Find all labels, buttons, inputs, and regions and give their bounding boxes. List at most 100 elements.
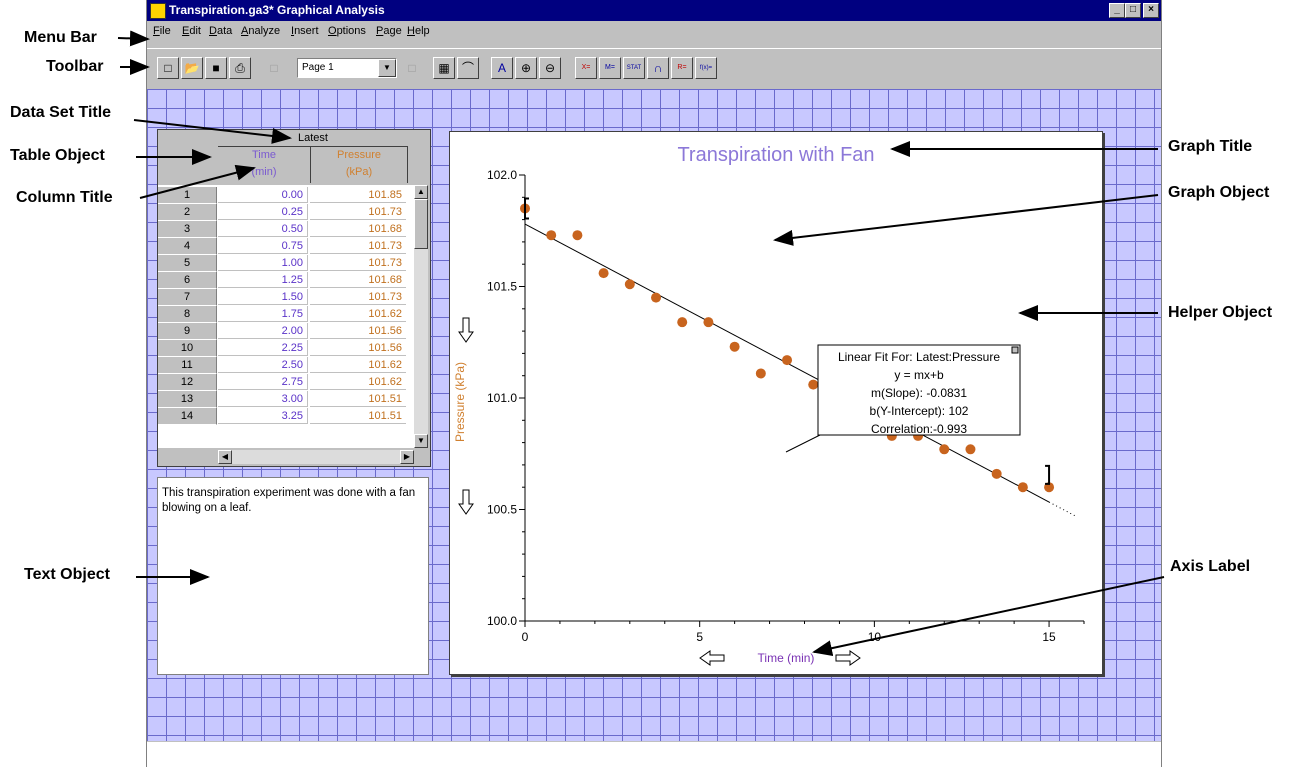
table-row[interactable]: 10 2.25 101.56 bbox=[158, 340, 414, 357]
status-bar bbox=[147, 741, 1161, 768]
data-point bbox=[939, 444, 950, 455]
vertical-scrollbar[interactable]: ▲ ▼ bbox=[414, 185, 428, 448]
minimize-button[interactable]: _ bbox=[1109, 3, 1125, 18]
menu-edit[interactable]: Edit bbox=[182, 25, 201, 37]
cell-time[interactable]: 2.75 bbox=[218, 374, 308, 390]
menu-file[interactable]: File bbox=[153, 25, 171, 37]
column-title-pressure[interactable]: Pressure (kPa) bbox=[311, 147, 408, 183]
data-set-title[interactable]: Latest bbox=[218, 130, 408, 147]
zoom-in-icon[interactable]: ⊕ bbox=[515, 57, 537, 79]
cell-pressure[interactable]: 101.68 bbox=[310, 272, 406, 288]
examine-icon[interactable]: X= bbox=[575, 57, 597, 79]
scroll-left-icon[interactable]: ◀ bbox=[218, 450, 232, 464]
page-canvas[interactable]: Latest Time (min) Pressure (kPa) 1 0.00 10… bbox=[147, 89, 1161, 741]
integral-icon[interactable]: ∩ bbox=[647, 57, 669, 79]
autoscale-icon[interactable]: A bbox=[491, 57, 513, 79]
prev-page-icon[interactable]: □ bbox=[263, 57, 285, 79]
new-page-icon[interactable]: □ bbox=[157, 57, 179, 79]
zoom-out-icon[interactable]: ⊖ bbox=[539, 57, 561, 79]
cell-time[interactable]: 1.00 bbox=[218, 255, 308, 271]
menu-help[interactable]: Help bbox=[407, 25, 430, 37]
save-disk-icon[interactable]: ■ bbox=[205, 57, 227, 79]
cell-pressure[interactable]: 101.85 bbox=[310, 187, 406, 203]
cell-time[interactable]: 2.50 bbox=[218, 357, 308, 373]
statistics-icon[interactable]: STAT bbox=[623, 57, 645, 79]
annotation-helper-object: Helper Object bbox=[1168, 304, 1273, 321]
horizontal-scrollbar[interactable]: ◀ ▶ bbox=[218, 450, 414, 464]
cell-time[interactable]: 0.75 bbox=[218, 238, 308, 254]
scroll-right-icon[interactable]: ▶ bbox=[400, 450, 414, 464]
menu-data[interactable]: Data bbox=[209, 25, 233, 37]
app-icon bbox=[150, 3, 166, 19]
helper-object bbox=[817, 344, 1021, 436]
graph-svg: Transpiration with Fan 100.0 100.5 101.0 101… bbox=[453, 144, 1085, 666]
cell-pressure[interactable]: 101.73 bbox=[310, 289, 406, 305]
table-row[interactable]: 14 3.25 101.51 bbox=[158, 408, 414, 425]
scroll-up-icon[interactable]: ▲ bbox=[414, 185, 428, 199]
annotation-table-object: Table Object bbox=[10, 147, 105, 164]
cell-pressure[interactable]: 101.62 bbox=[310, 357, 406, 373]
cell-pressure[interactable]: 101.62 bbox=[310, 306, 406, 322]
data-point bbox=[755, 368, 766, 379]
print-icon[interactable]: ⎙ bbox=[229, 57, 251, 79]
y-tick-label: 100.0 bbox=[487, 614, 517, 628]
open-folder-icon[interactable]: 📂 bbox=[181, 57, 203, 79]
cell-pressure[interactable]: 101.62 bbox=[310, 374, 406, 390]
cell-pressure[interactable]: 101.68 bbox=[310, 221, 406, 237]
menu-page[interactable]: Page bbox=[376, 25, 402, 37]
arrow-column-title bbox=[139, 164, 256, 199]
linear-regression-icon[interactable]: R= bbox=[671, 57, 693, 79]
table-row[interactable]: 4 0.75 101.73 bbox=[158, 238, 414, 255]
cell-time[interactable]: 0.00 bbox=[218, 187, 308, 203]
menu-insert[interactable]: Insert bbox=[291, 25, 319, 37]
close-button[interactable]: × bbox=[1143, 3, 1159, 18]
page-select[interactable]: Page 1 ▼ bbox=[297, 58, 397, 78]
table-view-icon[interactable]: ▦ bbox=[433, 57, 455, 79]
cell-time[interactable]: 0.50 bbox=[218, 221, 308, 237]
data-point bbox=[546, 230, 557, 241]
table-row[interactable]: 1 0.00 101.85 bbox=[158, 187, 414, 204]
table-row[interactable]: 13 3.00 101.51 bbox=[158, 391, 414, 408]
graph-object[interactable]: Transpiration with Fan 100.0 100.5 101.0 101… bbox=[449, 131, 1103, 675]
maximize-button[interactable]: □ bbox=[1125, 3, 1141, 18]
tangent-icon[interactable]: M= bbox=[599, 57, 621, 79]
table-row[interactable]: 5 1.00 101.73 bbox=[158, 255, 414, 272]
cell-time[interactable]: 2.25 bbox=[218, 340, 308, 356]
table-row[interactable]: 6 1.25 101.68 bbox=[158, 272, 414, 289]
table-row[interactable]: 8 1.75 101.62 bbox=[158, 306, 414, 323]
cell-time[interactable]: 0.25 bbox=[218, 204, 308, 220]
curve-fit-icon[interactable]: f(x)= bbox=[695, 57, 717, 79]
column-title-time[interactable]: Time (min) bbox=[218, 147, 311, 183]
cell-time[interactable]: 1.25 bbox=[218, 272, 308, 288]
cell-time[interactable]: 2.00 bbox=[218, 323, 308, 339]
toolbar: □ 📂 ■ ⎙ □ Page 1 ▼ □ ▦ ⌒ A ⊕ ⊖ X= M= STA… bbox=[147, 48, 1161, 90]
cell-time[interactable]: 1.50 bbox=[218, 289, 308, 305]
cell-time[interactable]: 3.00 bbox=[218, 391, 308, 407]
cell-pressure[interactable]: 101.56 bbox=[310, 340, 406, 356]
cell-pressure[interactable]: 101.73 bbox=[310, 238, 406, 254]
menu-options[interactable]: Options bbox=[328, 25, 366, 37]
cell-pressure[interactable]: 101.51 bbox=[310, 408, 406, 424]
table-row[interactable]: 7 1.50 101.73 bbox=[158, 289, 414, 306]
table-row[interactable]: 12 2.75 101.62 bbox=[158, 374, 414, 391]
row-number: 4 bbox=[158, 238, 217, 255]
menu-analyze[interactable]: Analyze bbox=[241, 25, 281, 37]
table-row[interactable]: 3 0.50 101.68 bbox=[158, 221, 414, 238]
chevron-down-icon[interactable]: ▼ bbox=[378, 59, 396, 77]
cell-pressure[interactable]: 101.73 bbox=[310, 255, 406, 271]
cell-pressure[interactable]: 101.51 bbox=[310, 391, 406, 407]
table-row[interactable]: 11 2.50 101.62 bbox=[158, 357, 414, 374]
table-row[interactable]: 2 0.25 101.73 bbox=[158, 204, 414, 221]
cell-pressure[interactable]: 101.56 bbox=[310, 323, 406, 339]
cell-pressure[interactable]: 101.73 bbox=[310, 204, 406, 220]
scroll-down-icon[interactable]: ▼ bbox=[414, 434, 428, 448]
table-object[interactable]: Latest Time (min) Pressure (kPa) 1 0.00 10… bbox=[157, 129, 431, 467]
next-page-icon[interactable]: □ bbox=[401, 57, 423, 79]
scroll-thumb[interactable] bbox=[414, 199, 428, 249]
cell-time[interactable]: 1.75 bbox=[218, 306, 308, 322]
cell-time[interactable]: 3.25 bbox=[218, 408, 308, 424]
menu-bar: File Edit Data Analyze Insert Options Pa… bbox=[147, 21, 1161, 41]
table-row[interactable]: 9 2.00 101.56 bbox=[158, 323, 414, 340]
graph-view-icon[interactable]: ⌒ bbox=[457, 57, 479, 79]
data-point bbox=[624, 279, 635, 290]
